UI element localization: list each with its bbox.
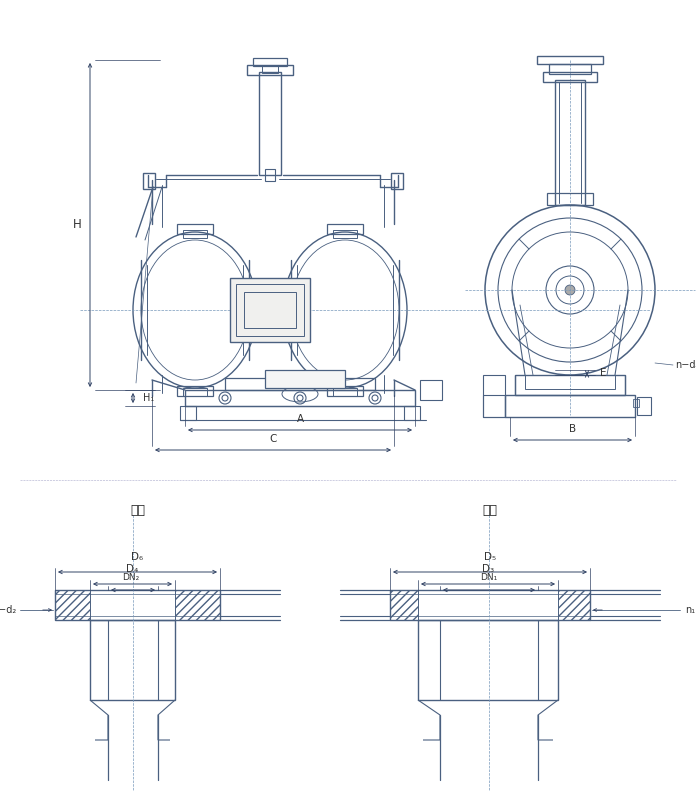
Bar bbox=[543, 72, 597, 82]
Bar bbox=[177, 224, 213, 234]
Text: C: C bbox=[269, 434, 277, 444]
Text: DN₂: DN₂ bbox=[122, 573, 140, 582]
Bar bbox=[418, 620, 558, 700]
Bar bbox=[180, 406, 196, 420]
Text: n₂−d₂: n₂−d₂ bbox=[0, 605, 16, 615]
Bar bbox=[265, 169, 275, 181]
Bar bbox=[555, 80, 585, 205]
Bar bbox=[404, 406, 420, 420]
Text: 出口: 出口 bbox=[131, 503, 145, 517]
Bar bbox=[244, 292, 296, 328]
Text: B: B bbox=[569, 424, 576, 434]
Text: H₁: H₁ bbox=[143, 393, 155, 403]
Polygon shape bbox=[390, 590, 418, 620]
Bar bbox=[637, 397, 651, 415]
Bar bbox=[247, 65, 293, 75]
Bar bbox=[143, 173, 155, 189]
Bar bbox=[549, 64, 591, 74]
Polygon shape bbox=[55, 590, 90, 620]
Bar bbox=[327, 386, 363, 396]
Text: DN₁: DN₁ bbox=[480, 573, 498, 582]
Bar bbox=[230, 278, 310, 342]
Bar bbox=[547, 193, 593, 205]
Text: D₃: D₃ bbox=[482, 564, 494, 574]
Polygon shape bbox=[558, 590, 590, 620]
Circle shape bbox=[565, 285, 575, 295]
Bar bbox=[483, 395, 505, 417]
Text: 进口: 进口 bbox=[482, 503, 498, 517]
Bar bbox=[90, 620, 175, 700]
Bar bbox=[55, 590, 220, 620]
Polygon shape bbox=[175, 590, 220, 620]
Bar bbox=[185, 390, 415, 406]
Text: D₄: D₄ bbox=[127, 564, 139, 574]
Bar bbox=[391, 173, 403, 189]
Text: A: A bbox=[296, 414, 303, 424]
Bar bbox=[262, 65, 278, 73]
Bar bbox=[633, 399, 639, 407]
Text: n₁−d₁: n₁−d₁ bbox=[685, 605, 696, 615]
Bar bbox=[265, 370, 345, 388]
Bar bbox=[177, 386, 213, 396]
Text: D₅: D₅ bbox=[484, 552, 496, 562]
Text: E: E bbox=[600, 367, 606, 378]
Text: n−d₄: n−d₄ bbox=[675, 360, 696, 370]
Bar bbox=[259, 72, 281, 175]
Bar bbox=[327, 224, 363, 234]
Bar bbox=[515, 375, 625, 395]
Bar bbox=[483, 375, 505, 417]
Text: H: H bbox=[73, 219, 82, 231]
Bar bbox=[236, 284, 304, 336]
Bar bbox=[390, 590, 590, 620]
Bar bbox=[225, 378, 375, 390]
Bar bbox=[333, 230, 357, 238]
Bar bbox=[420, 380, 442, 400]
Bar bbox=[537, 56, 603, 64]
Bar bbox=[505, 395, 635, 417]
Circle shape bbox=[267, 307, 273, 313]
Bar bbox=[525, 375, 615, 389]
Bar bbox=[183, 388, 207, 396]
Bar bbox=[253, 58, 287, 66]
Bar bbox=[183, 230, 207, 238]
Text: D₆: D₆ bbox=[132, 552, 143, 562]
Bar bbox=[333, 388, 357, 396]
